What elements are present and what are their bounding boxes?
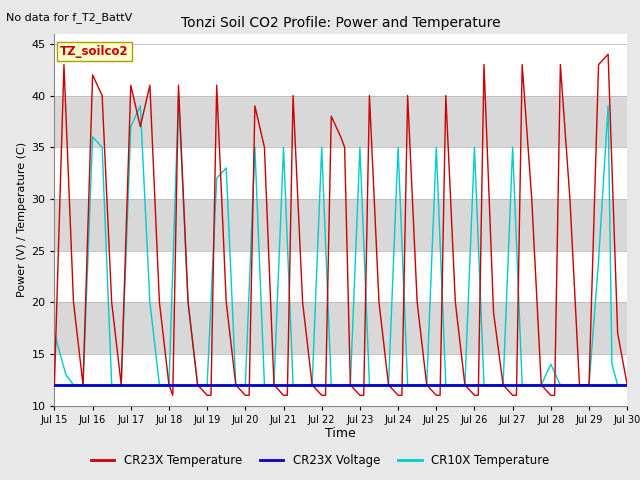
CR23X Temperature [547, 392, 555, 398]
CR10X Temperature [223, 165, 230, 171]
CR23X Temperature [51, 382, 58, 388]
CR10X Temperature [175, 93, 182, 98]
Bar [54, 199, 627, 251]
CR10X Temperature [470, 144, 478, 150]
CR23X Temperature [623, 382, 631, 388]
CR10X Temperature [337, 382, 344, 388]
CR10X Temperature [614, 382, 621, 388]
CR10X Temperature [70, 382, 77, 388]
Line: CR23X Temperature: CR23X Temperature [54, 54, 627, 395]
Bar [54, 302, 627, 354]
Title: Tonzi Soil CO2 Profile: Power and Temperature: Tonzi Soil CO2 Profile: Power and Temper… [181, 16, 500, 30]
CR23X Temperature [566, 196, 573, 202]
CR10X Temperature [356, 144, 364, 150]
Text: No data for f_T2_BattV: No data for f_T2_BattV [6, 12, 132, 23]
CR23X Temperature [169, 392, 177, 398]
Line: CR10X Temperature: CR10X Temperature [54, 96, 627, 385]
CR23X Temperature [260, 144, 268, 150]
CR23X Temperature [604, 51, 612, 57]
CR23X Temperature [528, 196, 536, 202]
CR10X Temperature [241, 382, 249, 388]
Legend: CR23X Temperature, CR23X Voltage, CR10X Temperature: CR23X Temperature, CR23X Voltage, CR10X … [86, 449, 554, 472]
CR10X Temperature [51, 330, 58, 336]
CR23X Temperature [204, 392, 211, 398]
Text: TZ_soilco2: TZ_soilco2 [60, 45, 129, 58]
CR23X Temperature [346, 382, 354, 388]
X-axis label: Time: Time [325, 427, 356, 441]
Bar [54, 96, 627, 147]
Y-axis label: Power (V) / Temperature (C): Power (V) / Temperature (C) [17, 142, 27, 297]
CR10X Temperature [623, 382, 631, 388]
